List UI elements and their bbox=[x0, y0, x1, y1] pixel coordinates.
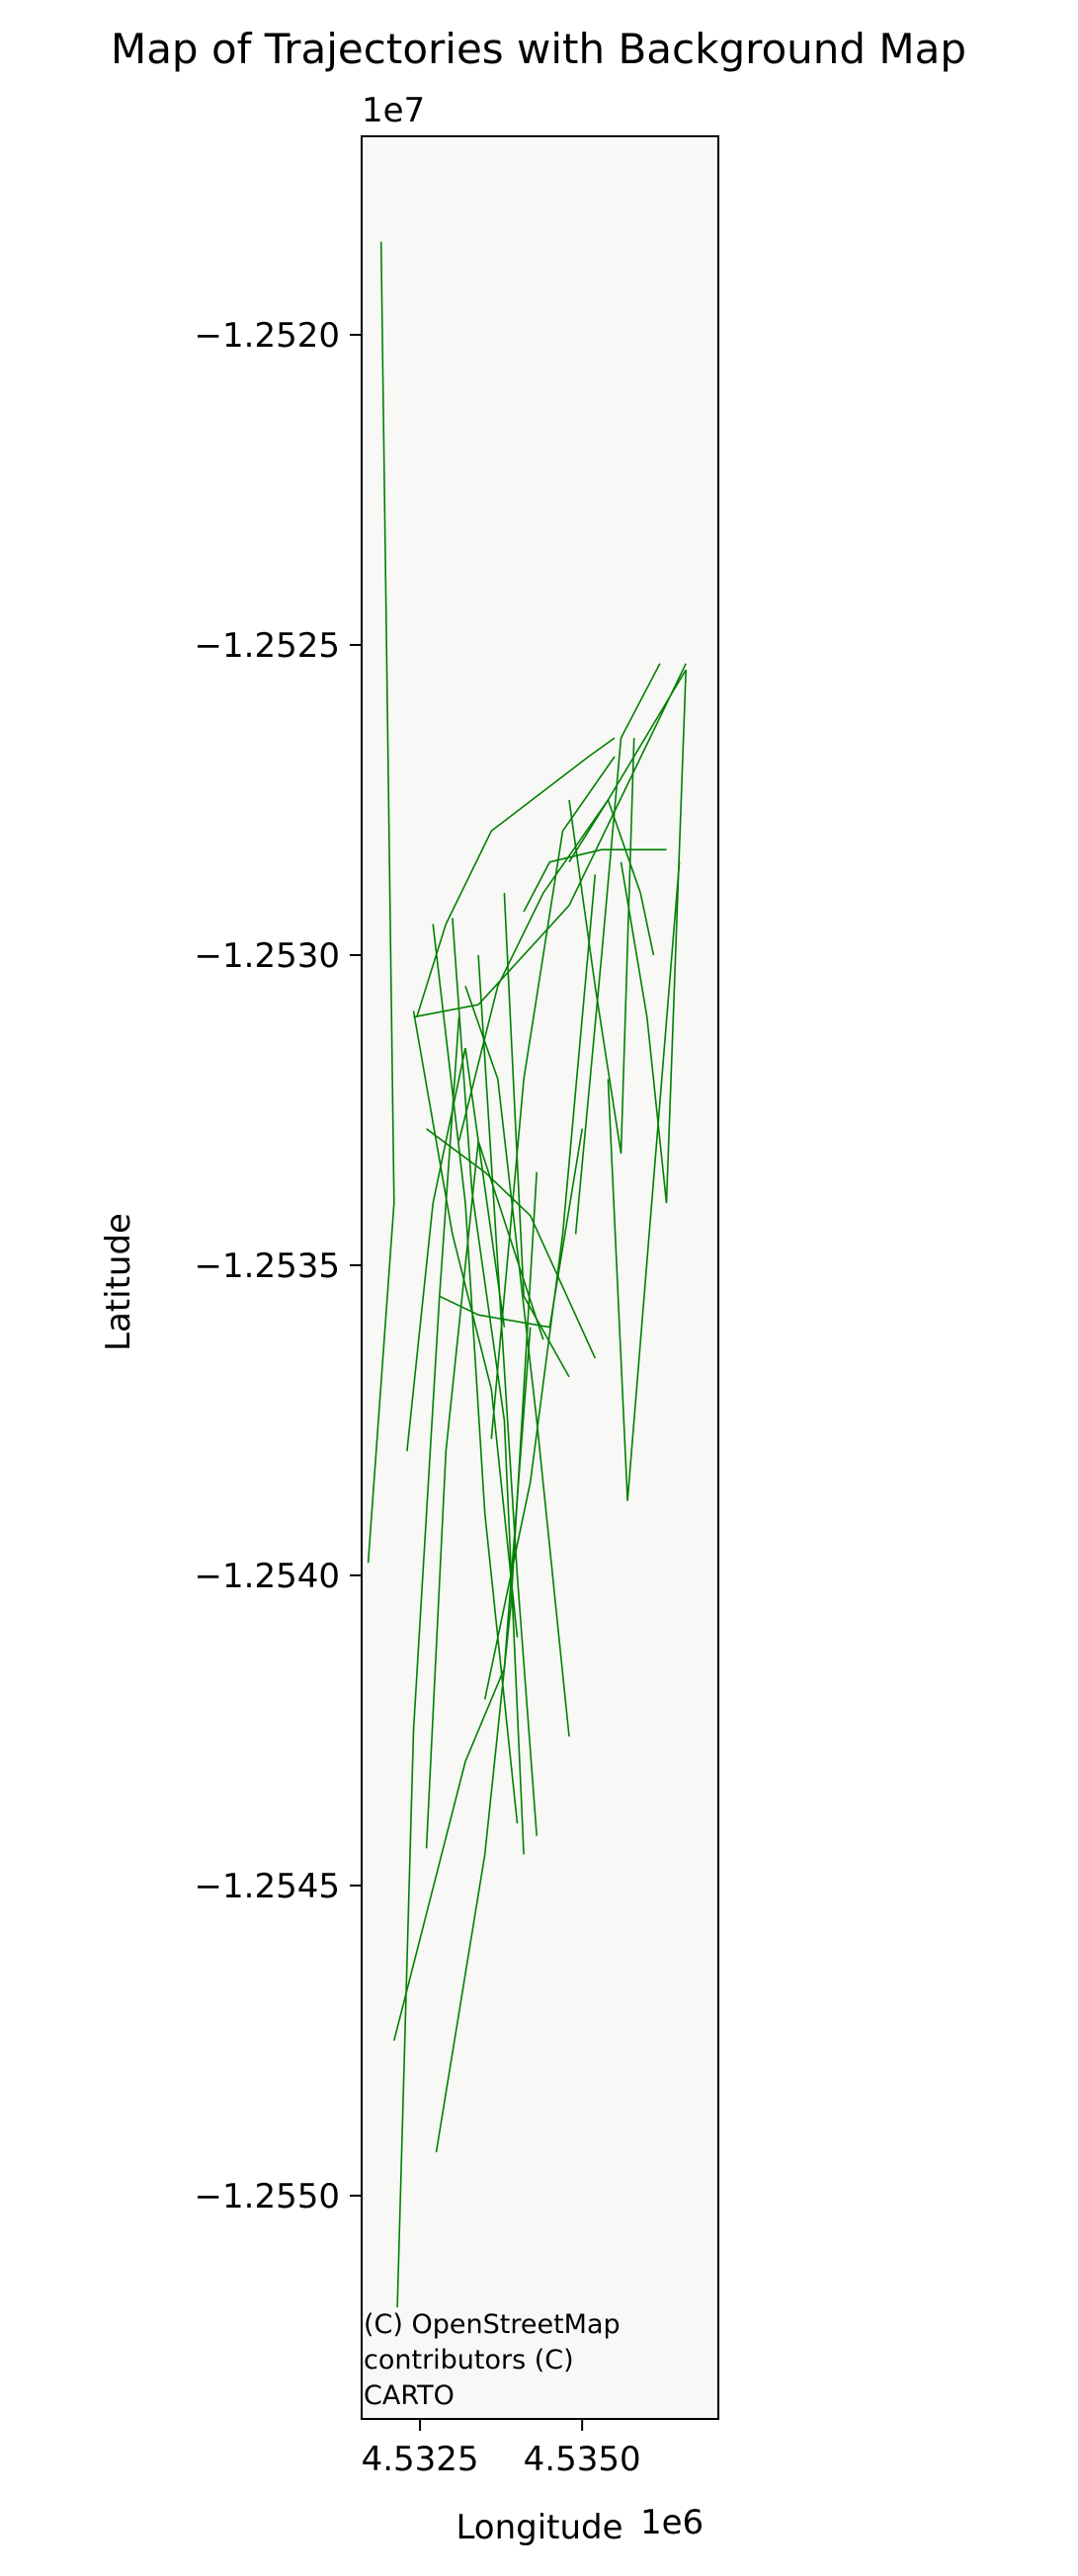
trajectory-line-19 bbox=[568, 738, 635, 1155]
trajectory-line-9 bbox=[432, 924, 519, 1824]
trajectory-line-1 bbox=[367, 241, 395, 1564]
trajectory-line-25 bbox=[568, 798, 655, 956]
trajectory-line-16 bbox=[426, 1128, 597, 1359]
map-background bbox=[362, 136, 718, 2419]
trajectory-line-13 bbox=[574, 663, 661, 1235]
x-tick-label: 4.5350 bbox=[524, 2440, 641, 2479]
attribution-line-2: contributors (C) bbox=[364, 2345, 574, 2375]
trajectory-line-7 bbox=[413, 663, 687, 1018]
y-tick-label: −1.2520 bbox=[195, 316, 340, 356]
trajectory-line-2 bbox=[396, 1016, 460, 2308]
y-tick-label: −1.2545 bbox=[195, 1867, 340, 1906]
y-tick-label: −1.2530 bbox=[195, 936, 340, 976]
trajectory-lines bbox=[367, 241, 687, 2308]
map-attribution: (C) OpenStreetMap contributors (C) CARTO bbox=[364, 2309, 621, 2411]
trajectory-line-12 bbox=[523, 848, 667, 913]
trajectory-line-22 bbox=[425, 1141, 544, 1849]
trajectory-line-15 bbox=[607, 861, 681, 1501]
trajectory-line-23 bbox=[483, 874, 597, 1700]
trajectory-line-4 bbox=[435, 1171, 538, 2153]
trajectory-line-11 bbox=[503, 893, 570, 1378]
x-axis-ticks: 4.5325 4.5350 bbox=[362, 2419, 641, 2479]
x-tick-label: 4.5325 bbox=[362, 2440, 479, 2479]
trajectory-line-8 bbox=[452, 918, 525, 1855]
trajectory-line-17 bbox=[439, 1128, 583, 1328]
attribution-line-1: (C) OpenStreetMap bbox=[364, 2309, 621, 2340]
y-tick-label: −1.2535 bbox=[195, 1247, 340, 1286]
y-offset-label: 1e7 bbox=[362, 91, 425, 130]
y-tick-label: −1.2540 bbox=[195, 1557, 340, 1596]
trajectory-line-14 bbox=[620, 670, 687, 1204]
y-tick-label: −1.2550 bbox=[195, 2177, 340, 2216]
trajectory-line-24 bbox=[412, 1010, 519, 1638]
y-axis-label: Latitude bbox=[99, 1213, 138, 1351]
y-axis-ticks: −1.2520 −1.2525 −1.2530 −1.2535 −1.2540 −1.25… bbox=[195, 316, 362, 2216]
chart-title: Map of Trajectories with Background Map bbox=[111, 25, 966, 73]
x-offset-label: 1e6 bbox=[640, 2503, 704, 2542]
trajectory-line-21 bbox=[406, 1047, 506, 1452]
x-axis-label: Longitude bbox=[456, 2508, 622, 2547]
trajectory-line-20 bbox=[490, 756, 616, 1439]
y-tick-label: −1.2525 bbox=[195, 626, 340, 666]
trajectory-line-18 bbox=[464, 986, 570, 1737]
attribution-line-3: CARTO bbox=[364, 2380, 455, 2411]
trajectory-line-10 bbox=[477, 954, 538, 1836]
plot-frame bbox=[361, 135, 719, 2420]
